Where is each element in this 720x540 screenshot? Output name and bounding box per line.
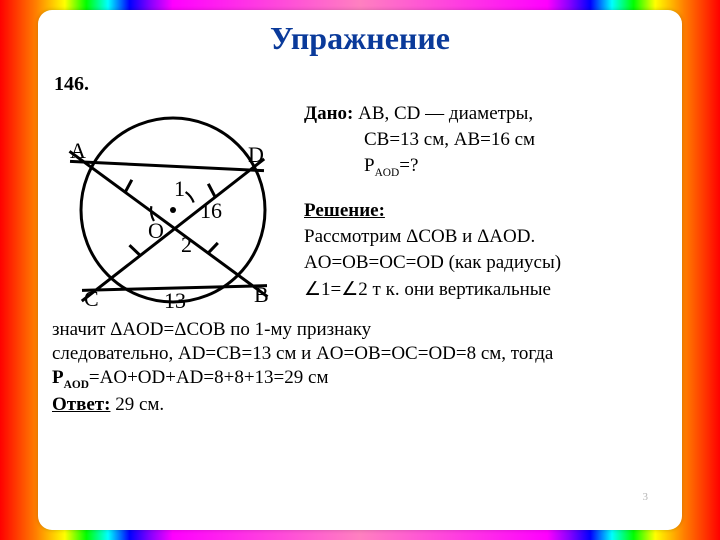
given-line2: CB=13 см, AB=16 см (304, 128, 672, 152)
given-heading: Дано: (304, 103, 353, 124)
answer-line: Ответ: 29 см. (52, 393, 668, 417)
answer-label: Ответ: (52, 394, 110, 415)
solution-l1: Рассмотрим ΔCOB и ΔAOD. (304, 225, 672, 249)
slide-card: Упражнение 146. A D C B O1 2 16 13 Дано: AB, CD… (38, 10, 682, 530)
svg-text:O: O (148, 218, 164, 243)
answer-value: 29 см. (110, 394, 164, 415)
solution-l2: AO=OB=OC=OD (как радиусы) (304, 251, 672, 275)
content-area: 146. A D C B O1 2 16 13 Дано: AB, CD — диаметры… (46, 66, 674, 518)
solution-l6-prefix: P (52, 367, 64, 388)
given-line3-prefix: P (364, 155, 375, 176)
given-line3-sub: AOD (375, 167, 400, 179)
svg-text:16: 16 (200, 198, 222, 223)
solution-l4: значит ΔAOD=ΔCOB по 1-му признаку (52, 318, 668, 342)
circle-diagram-svg: A D C B O1 2 16 13 (48, 100, 298, 318)
slide-title: Упражнение (38, 10, 682, 65)
solution-heading: Решение: (304, 200, 385, 221)
given-line1: AB, CD — диаметры, (358, 103, 533, 124)
solution-lower: значит ΔAOD=ΔCOB по 1-му признаку следов… (48, 318, 672, 417)
svg-text:B: B (254, 282, 269, 307)
upper-row: A D C B O1 2 16 13 Дано: AB, CD — диаметры, CB=… (48, 100, 672, 318)
svg-text:C: C (84, 286, 99, 311)
svg-text:2: 2 (181, 232, 192, 257)
svg-text:A: A (70, 138, 86, 163)
geometry-diagram: A D C B O1 2 16 13 (48, 100, 298, 318)
solution-l5: следовательно, AD=CB=13 см и AO=OB=OC=OD… (52, 342, 668, 366)
given-line3: PAOD=? (304, 154, 672, 180)
solution-l6-suffix: =AO+OD+AD=8+8+13=29 см (89, 367, 329, 388)
solution-l6: PAOD=AO+OD+AD=8+8+13=29 см (52, 366, 668, 392)
svg-text:D: D (248, 142, 264, 167)
svg-text:1: 1 (174, 176, 185, 201)
given-and-solution-text: Дано: AB, CD — диаметры, CB=13 см, AB=16… (304, 100, 672, 318)
problem-number: 146. (48, 70, 672, 100)
svg-text:13: 13 (164, 288, 186, 313)
given-line3-suffix: =? (399, 155, 418, 176)
solution-l6-sub: AOD (64, 379, 89, 391)
page-number: 3 (643, 490, 649, 504)
solution-l3: ∠1=∠2 т к. они вертикальные (304, 278, 672, 302)
